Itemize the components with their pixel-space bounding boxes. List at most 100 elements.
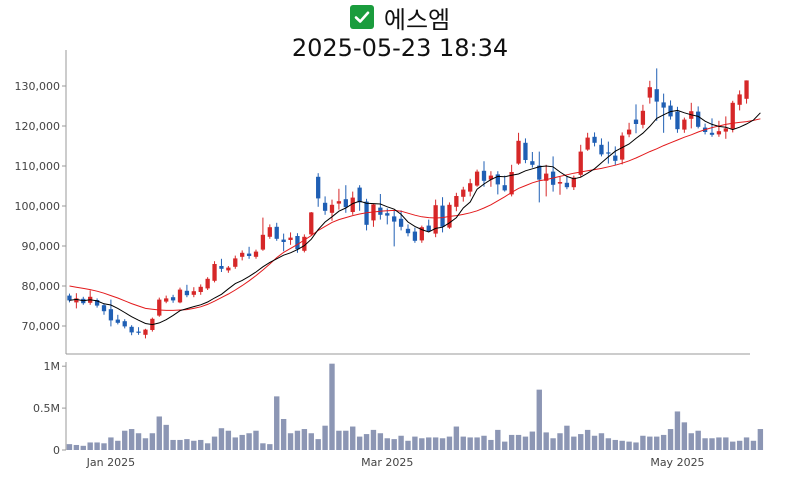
- volume-bar: [439, 438, 446, 450]
- candle-body: [723, 128, 728, 132]
- volume-bar: [453, 426, 460, 450]
- x-tick-label: Jan 2025: [86, 456, 135, 469]
- candle-body: [405, 228, 411, 234]
- volume-bar: [446, 436, 453, 450]
- volume-bar: [108, 437, 114, 450]
- candle-body: [626, 129, 632, 135]
- candle-body: [454, 196, 459, 207]
- volume-bar: [225, 430, 232, 450]
- volume-bar: [128, 429, 135, 450]
- candle-body: [281, 239, 286, 242]
- volume-bar: [605, 438, 612, 450]
- volume-bar: [681, 422, 688, 450]
- candle-body: [357, 187, 362, 203]
- candle-body: [682, 119, 687, 130]
- x-tick-label: May 2025: [650, 456, 704, 469]
- volume-bar: [260, 443, 266, 450]
- volume-bar: [654, 436, 660, 450]
- volume-bar: [647, 436, 653, 450]
- candle-body: [94, 300, 100, 306]
- candle-body: [184, 290, 190, 296]
- volume-bar: [488, 439, 494, 450]
- volume-bar: [688, 433, 694, 450]
- volume-bar: [204, 443, 211, 450]
- volume-bar: [184, 439, 190, 450]
- candle-body: [240, 252, 245, 257]
- volume-bar: [198, 439, 204, 450]
- candle-body: [322, 202, 328, 211]
- candle-body: [74, 298, 79, 303]
- candle-body: [329, 204, 335, 213]
- volume-bar: [122, 430, 128, 450]
- candle-body: [654, 89, 659, 102]
- candle-body: [336, 201, 342, 204]
- chart-title: 에스엠: [383, 5, 451, 34]
- volume-bar: [460, 436, 466, 450]
- candle-body: [122, 321, 127, 327]
- volume-bar: [432, 437, 439, 450]
- volume-bar: [87, 442, 93, 450]
- candle-body: [647, 87, 652, 98]
- price-y-tick-label: 100,000: [15, 200, 61, 213]
- price-y-tick-label: 110,000: [15, 160, 61, 173]
- volume-bar: [232, 437, 238, 450]
- candle-body: [101, 305, 107, 312]
- volume-bar: [315, 439, 321, 450]
- volume-bar: [135, 433, 142, 450]
- candle-body: [481, 170, 487, 181]
- volume-bar: [716, 437, 722, 450]
- candle-body: [675, 111, 680, 130]
- price-y-tick-label: 80,000: [22, 280, 61, 293]
- volume-bar: [239, 434, 245, 450]
- candle-body: [398, 218, 404, 227]
- volume-bar: [640, 435, 646, 450]
- candle-body: [516, 140, 521, 164]
- candle-body: [412, 231, 418, 241]
- price-y-tick-label: 70,000: [22, 320, 61, 333]
- candle-body: [737, 94, 742, 105]
- volume-bar: [177, 439, 183, 450]
- candle-body: [419, 227, 424, 241]
- candle-body: [198, 286, 203, 292]
- volume-bar: [405, 440, 411, 450]
- candle-body: [233, 258, 238, 267]
- volume-bar: [301, 429, 308, 450]
- volume-bar: [702, 438, 708, 450]
- candle-body: [509, 172, 514, 195]
- volume-bar: [578, 434, 584, 450]
- candle-body: [302, 236, 307, 251]
- candle-body: [502, 185, 507, 191]
- candle-body: [633, 119, 639, 124]
- candle-body: [571, 177, 576, 188]
- volume-bar: [529, 431, 536, 450]
- candle-body: [696, 111, 701, 127]
- volume-bar: [267, 444, 273, 450]
- chart-subtitle: 2025-05-23 18:34: [291, 34, 509, 62]
- candle-body: [191, 291, 196, 295]
- candle-body: [219, 266, 224, 269]
- volume-bar: [191, 440, 197, 450]
- title-line: 에스엠: [0, 2, 800, 34]
- candle-body: [253, 251, 259, 257]
- volume-bar: [370, 429, 377, 450]
- candle-body: [170, 297, 176, 301]
- candle-body: [544, 173, 549, 181]
- volume-bar: [426, 437, 432, 450]
- volume-bar: [336, 430, 342, 450]
- volume-bar: [550, 438, 556, 450]
- candle-body: [260, 234, 266, 250]
- volume-bar: [571, 436, 577, 450]
- candle-body: [716, 131, 722, 135]
- volume-bar: [736, 440, 743, 450]
- volume-bar: [94, 442, 100, 450]
- volume-bar: [163, 424, 169, 450]
- volume-bar: [757, 429, 764, 450]
- volume-bar: [481, 435, 487, 450]
- candle-body: [668, 105, 673, 117]
- volume-bar: [412, 436, 418, 450]
- volume-bar: [253, 430, 259, 450]
- volume-bar: [591, 435, 598, 450]
- volume-bar: [308, 433, 314, 450]
- volume-bar: [730, 441, 736, 450]
- candle-body: [488, 175, 494, 180]
